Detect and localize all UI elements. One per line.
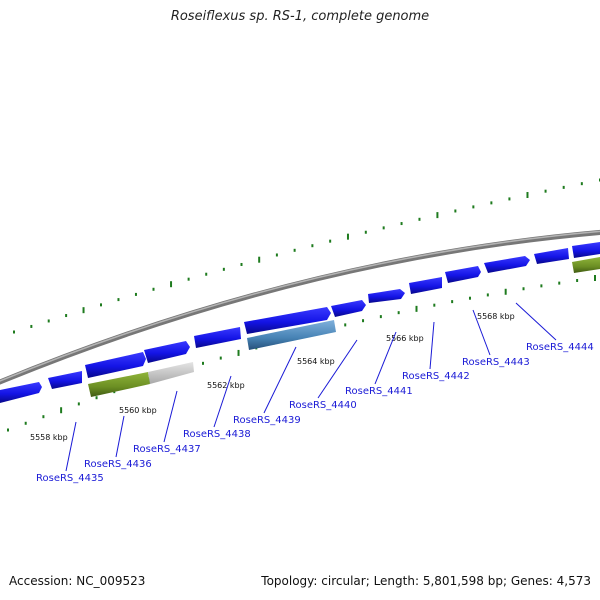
gene-feature-forward[interactable] (445, 266, 481, 283)
gene-label[interactable]: RoseRS_4438 (183, 429, 251, 440)
gene-label[interactable]: RoseRS_4443 (462, 357, 530, 368)
gene-feature-forward[interactable] (144, 341, 190, 363)
gene-callout-line (163, 390, 178, 443)
gene-feature-forward[interactable] (368, 289, 405, 303)
gene-feature-reverse[interactable] (88, 372, 150, 397)
gene-callout-line (263, 346, 297, 414)
genome-title: Roseiflexus sp. RS-1, complete genome (170, 9, 430, 24)
gene-label[interactable]: RoseRS_4439 (233, 415, 301, 426)
gene-callout-line (213, 375, 232, 428)
gene-callout-line (65, 421, 77, 472)
gene-callout-line (374, 331, 397, 385)
accession-info: Accession: NC_009523 (9, 574, 145, 588)
gene-feature-forward[interactable] (48, 371, 82, 389)
gene-feature-forward[interactable] (194, 327, 241, 348)
gene-feature-forward[interactable] (244, 307, 331, 334)
ruler-label: 5566 kbp (386, 334, 424, 343)
accession-value: NC_009523 (76, 574, 146, 588)
accession-label: Accession: (9, 574, 73, 588)
length-value: 5,801,598 bp (422, 574, 503, 588)
gene-feature-reverse[interactable] (572, 257, 600, 273)
genome-stats: Topology: circular; Length: 5,801,598 bp… (261, 574, 591, 588)
forward-strand-track (0, 242, 600, 403)
highlighted-gene-feature[interactable] (247, 320, 336, 350)
ruler-label: 5568 kbp (477, 312, 515, 321)
pseudogene-feature[interactable] (148, 362, 194, 384)
gene-label[interactable]: RoseRS_4435 (36, 473, 104, 484)
gene-feature-forward[interactable] (484, 256, 530, 273)
topology-label: Topology: (261, 574, 318, 588)
gene-label-callouts: RoseRS_4435 RoseRS_4436 RoseRS_4437 RoseRS_… (36, 302, 594, 484)
gene-callout-line (472, 309, 491, 356)
gc-content-track-outer (13, 178, 600, 334)
gene-label[interactable]: RoseRS_4441 (345, 386, 413, 397)
ruler-label: 5560 kbp (119, 406, 157, 415)
topology-value: circular (321, 574, 366, 588)
length-label: Length: (373, 574, 420, 588)
gene-label[interactable]: RoseRS_4442 (402, 371, 470, 382)
gene-feature-forward[interactable] (572, 242, 600, 258)
gene-callout-line (429, 321, 435, 370)
gene-callout-line (515, 302, 557, 341)
gene-label[interactable]: RoseRS_4444 (526, 342, 594, 353)
gene-feature-forward[interactable] (534, 248, 569, 264)
gene-feature-forward[interactable] (331, 300, 366, 317)
gene-feature-forward[interactable] (85, 352, 146, 378)
gene-callout-line (317, 339, 358, 399)
reverse-strand-track (88, 257, 600, 397)
gene-label[interactable]: RoseRS_4437 (133, 444, 201, 455)
genes-label: Genes: (510, 574, 553, 588)
ruler-label: 5564 kbp (297, 357, 335, 366)
gene-feature-forward[interactable] (0, 382, 42, 403)
coordinate-ruler: 5558 kbp 5560 kbp 5562 kbp 5564 kbp 5566 kbp… (30, 312, 515, 442)
ruler-label: 5562 kbp (207, 381, 245, 390)
gene-label[interactable]: RoseRS_4436 (84, 459, 152, 470)
genome-backbone (0, 229, 600, 385)
gene-feature-forward[interactable] (409, 277, 442, 294)
gene-label[interactable]: RoseRS_4440 (289, 400, 357, 411)
genome-backbone-highlight (0, 230, 600, 382)
genes-value: 4,573 (556, 574, 591, 588)
ruler-label: 5558 kbp (30, 433, 68, 442)
gene-callout-line (115, 415, 125, 458)
